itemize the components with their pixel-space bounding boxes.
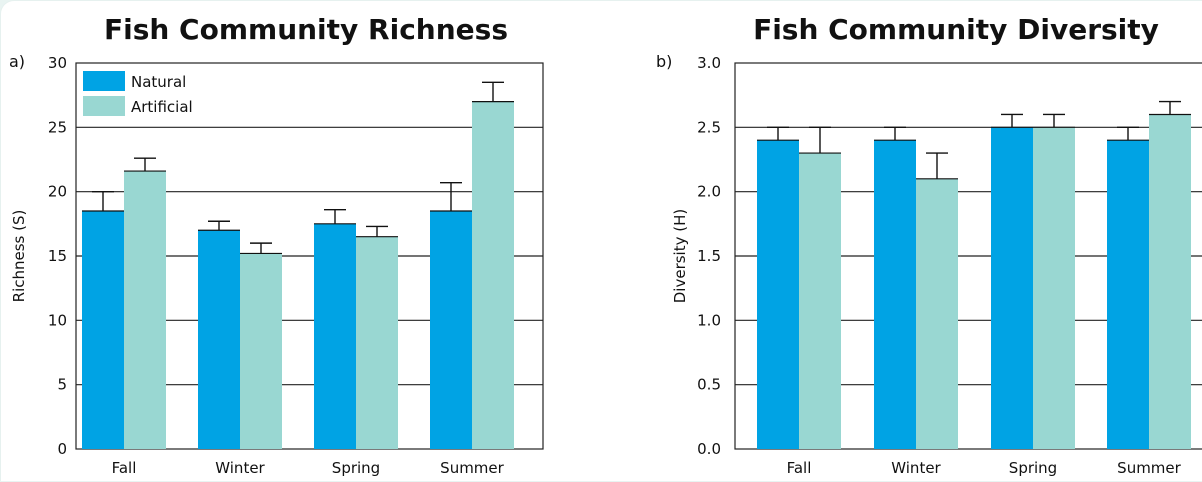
legend-swatch xyxy=(83,96,125,116)
bar xyxy=(1149,114,1191,449)
y-tick-label: 10 xyxy=(48,311,67,329)
legend-swatch xyxy=(83,71,125,91)
x-category-label: Winter xyxy=(891,459,941,477)
chart-panel-1: Fish Community Richness a) Richness (S) 0 5 1… xyxy=(9,13,544,477)
y-tick-label: 1.5 xyxy=(697,247,721,265)
chart-title: Fish Community Diversity xyxy=(753,13,1159,46)
bar xyxy=(314,223,356,449)
legend-label: Artificial xyxy=(131,98,193,116)
bar xyxy=(1033,127,1075,449)
bar xyxy=(799,153,841,450)
bar xyxy=(757,140,799,449)
y-tick-label: 3.0 xyxy=(697,54,721,72)
y-tick-label: 25 xyxy=(48,118,67,136)
plot-frame xyxy=(734,62,1202,450)
y-tick-label: 0.0 xyxy=(697,440,721,458)
chart-panel-2: Fish Community Diversity b) Diversity (H) 0… xyxy=(656,13,1202,477)
y-tick-label: 0 xyxy=(57,440,67,458)
bar xyxy=(198,230,240,449)
x-category-label: Fall xyxy=(787,459,812,477)
panel-label: b) xyxy=(656,52,672,71)
y-axis-label: Richness (S) xyxy=(10,210,28,303)
panel-label: a) xyxy=(9,52,25,71)
bar xyxy=(356,236,398,449)
x-category-label: Summer xyxy=(1117,459,1181,477)
y-axis-label: Diversity (H) xyxy=(671,209,689,303)
y-tick-label: 5 xyxy=(57,376,67,394)
x-category-label: Spring xyxy=(1009,459,1057,477)
x-category-label: Winter xyxy=(215,459,265,477)
y-tick-label: 1.0 xyxy=(697,311,721,329)
y-tick-label: 0.5 xyxy=(697,376,721,394)
bar xyxy=(240,253,282,449)
bar xyxy=(991,127,1033,449)
bar xyxy=(874,140,916,449)
plot-frame xyxy=(75,62,544,450)
bar xyxy=(82,210,124,449)
y-tick-label: 2.5 xyxy=(697,118,721,136)
chart-title: Fish Community Richness xyxy=(104,13,508,46)
y-tick-label: 30 xyxy=(48,54,67,72)
x-category-label: Summer xyxy=(440,459,504,477)
y-tick-label: 15 xyxy=(48,247,67,265)
x-category-label: Fall xyxy=(112,459,137,477)
bar xyxy=(916,178,958,450)
bar xyxy=(124,171,166,449)
legend-label: Natural xyxy=(131,73,186,91)
y-tick-label: 20 xyxy=(48,183,67,201)
bar xyxy=(1107,140,1149,449)
bar xyxy=(472,101,514,449)
y-tick-label: 2.0 xyxy=(697,183,721,201)
bar xyxy=(430,210,472,449)
x-category-label: Spring xyxy=(332,459,380,477)
